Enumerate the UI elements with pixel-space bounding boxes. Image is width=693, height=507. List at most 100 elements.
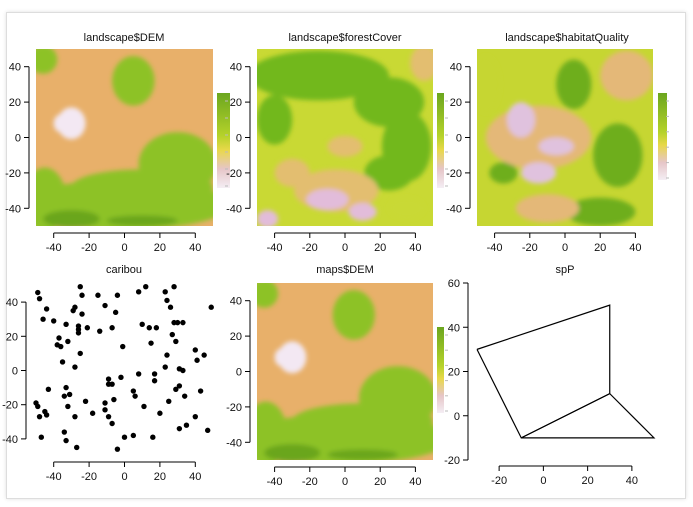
y-tick-label: 60 xyxy=(448,278,460,290)
caribou-point xyxy=(181,393,188,399)
x-tick-label: -20 xyxy=(302,242,318,254)
y-tick-label: -40 xyxy=(2,434,18,446)
caribou-point xyxy=(173,338,179,345)
caribou-point xyxy=(40,316,46,322)
raster-patch xyxy=(53,114,68,133)
y-tick-label: 20 xyxy=(6,331,18,343)
caribou-point xyxy=(43,306,50,312)
caribou-point xyxy=(36,413,43,420)
y-tick-label: -40 xyxy=(5,203,21,215)
caribou-point xyxy=(148,340,154,346)
x-tick-label: 40 xyxy=(626,475,638,487)
plot-title: landscape$DEM xyxy=(84,32,165,44)
raster-patch xyxy=(36,49,58,74)
raster xyxy=(257,49,433,226)
caribou-point xyxy=(174,319,181,326)
caribou-point xyxy=(204,427,211,434)
raster-patch xyxy=(327,449,398,460)
raster-patch xyxy=(515,194,580,223)
raster-patch xyxy=(43,210,100,226)
x-tick-label: 40 xyxy=(409,476,421,488)
caribou-point xyxy=(102,302,108,309)
raster-patch xyxy=(489,162,518,184)
raster-patch xyxy=(521,162,557,184)
y-tick-label: -20 xyxy=(2,400,18,412)
caribou-point xyxy=(89,410,96,416)
caribou-point xyxy=(72,364,78,370)
caribou-point xyxy=(141,403,147,410)
y-tick-label: 40 xyxy=(6,297,18,309)
caribou-point xyxy=(162,364,168,370)
caribou-point xyxy=(97,328,103,334)
y-tick-label: -40 xyxy=(226,437,242,449)
caribou-point xyxy=(135,371,142,377)
y-tick-label: 0 xyxy=(15,133,21,145)
caribou-point xyxy=(111,396,117,403)
y-tick-label: 0 xyxy=(12,366,18,378)
y-tick-label: 20 xyxy=(448,367,460,379)
polygon-outline xyxy=(476,304,611,439)
x-tick-label: 0 xyxy=(121,471,127,483)
y-tick-label: 40 xyxy=(9,62,21,74)
polygon-outline xyxy=(520,393,656,439)
x-tick-label: -40 xyxy=(46,471,62,483)
caribou-point xyxy=(63,384,69,391)
y-tick-label: 40 xyxy=(448,322,460,334)
caribou-point xyxy=(176,383,183,389)
y-tick-label: 0 xyxy=(454,411,460,423)
raster-patch xyxy=(257,210,279,226)
color-legend xyxy=(658,93,667,180)
caribou-point xyxy=(130,432,137,439)
x-tick-label: 20 xyxy=(594,242,606,254)
raster-patch xyxy=(278,341,307,374)
caribou-point xyxy=(72,413,78,420)
x-tick-label: -20 xyxy=(491,475,507,487)
color-legend xyxy=(437,93,444,188)
caribou-point xyxy=(201,352,207,358)
y-tick-label: -20 xyxy=(5,168,21,180)
caribou-point xyxy=(58,343,64,350)
x-tick-label: 20 xyxy=(154,471,166,483)
caribou-point xyxy=(77,350,83,357)
raster-patch xyxy=(274,348,289,367)
y-tick-label: -20 xyxy=(226,168,242,180)
raster-cells xyxy=(257,49,433,226)
y-tick-label: 40 xyxy=(230,296,242,308)
caribou-point xyxy=(132,393,138,399)
caribou-point xyxy=(63,321,69,328)
x-tick-label: -20 xyxy=(522,242,538,254)
caribou-point xyxy=(114,292,121,298)
x-tick-label: 0 xyxy=(540,475,546,487)
caribou-point xyxy=(162,289,168,295)
caribou-point xyxy=(180,319,186,326)
y-tick-label: 20 xyxy=(9,97,21,109)
x-tick-label: -40 xyxy=(487,242,503,254)
caribou-point xyxy=(151,378,158,384)
raster-patch xyxy=(106,215,178,226)
caribou-point xyxy=(171,284,177,290)
caribou-point xyxy=(75,330,82,336)
raster-patch xyxy=(306,188,349,211)
panel-landscape-forestcover: landscape$forestCover -40 -20 0 20 40 40 20 0 -20… xyxy=(226,32,448,254)
caribou-point xyxy=(35,289,41,296)
caribou-point xyxy=(59,359,66,365)
caribou-point xyxy=(114,446,121,452)
x-tick-label: -20 xyxy=(81,242,97,254)
caribou-point xyxy=(166,398,172,404)
raster-patch xyxy=(485,105,592,170)
caribou-point xyxy=(105,413,112,420)
plot-title: landscape$habitatQuality xyxy=(505,32,629,44)
caribou-point xyxy=(77,284,83,290)
raster-patch xyxy=(57,107,86,140)
x-tick-label: 40 xyxy=(189,242,201,254)
raster-patch xyxy=(477,56,500,113)
caribou-point xyxy=(180,367,186,374)
caribou-point xyxy=(139,321,145,328)
caribou-point xyxy=(79,311,85,317)
panel-maps-dem: maps$DEM -40 -20 0 20 40 40 20 0 -20 -40 xyxy=(226,264,448,488)
raster-patch xyxy=(410,49,433,81)
raster-cells xyxy=(36,49,213,226)
raster-patch xyxy=(364,155,414,191)
raster-patch xyxy=(257,95,293,145)
caribou-point xyxy=(102,400,108,406)
